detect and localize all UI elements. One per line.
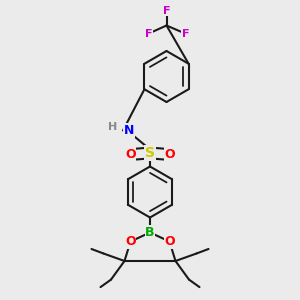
Text: O: O: [125, 235, 136, 248]
Text: O: O: [164, 235, 175, 248]
Text: F: F: [145, 28, 152, 39]
Text: F: F: [182, 28, 189, 39]
Text: O: O: [125, 148, 136, 161]
Text: S: S: [145, 146, 155, 160]
Text: H: H: [108, 122, 117, 133]
Text: N: N: [124, 124, 134, 137]
Text: B: B: [145, 226, 155, 239]
Text: F: F: [163, 5, 170, 16]
Text: O: O: [164, 148, 175, 161]
